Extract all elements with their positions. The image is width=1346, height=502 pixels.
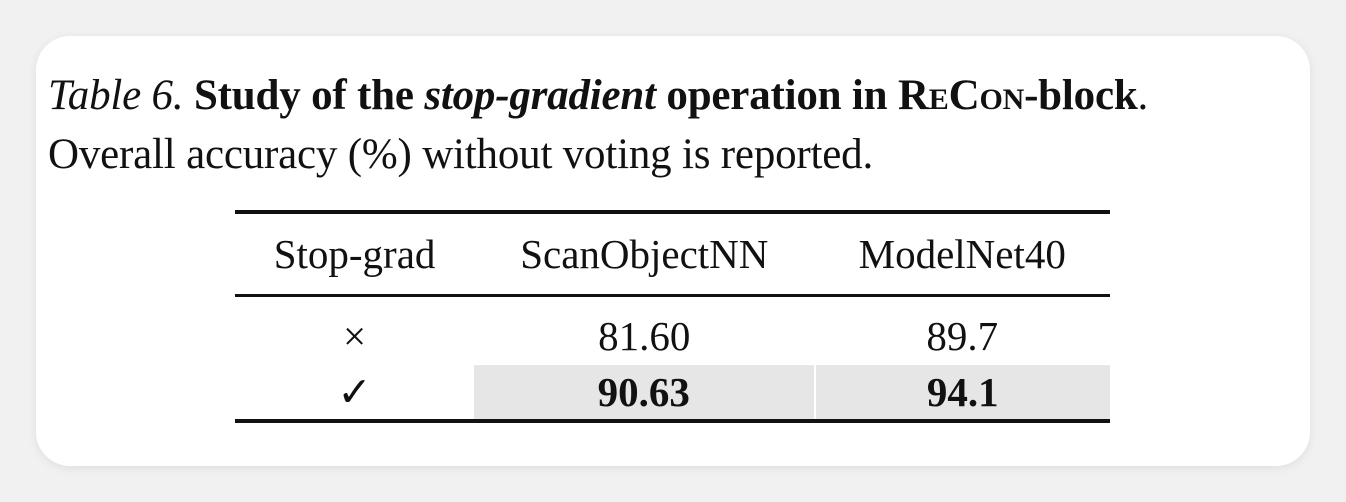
caption-title-part2: operation in bbox=[655, 72, 898, 119]
cell-scanobjectnn: 81.60 bbox=[598, 313, 691, 359]
results-table-wrapper: Stop-grad ScanObjectNN ModelNet40 × 81.6… bbox=[235, 210, 1110, 423]
cell-modelnet40-best: 94.1 bbox=[814, 365, 1110, 421]
caption-title-end: . bbox=[1137, 72, 1149, 119]
cell-modelnet40: 89.7 bbox=[926, 313, 999, 359]
header-modelnet40: ModelNet40 bbox=[858, 231, 1066, 277]
table-caption: Table 6. Study of the stop-gradient oper… bbox=[48, 66, 1338, 184]
caption-title-part3: -block bbox=[1024, 72, 1138, 119]
caption-line-1: Table 6. Study of the stop-gradient oper… bbox=[48, 66, 1338, 125]
header-stop-grad: Stop-grad bbox=[273, 231, 436, 277]
cell-stop-grad-cross: × bbox=[342, 313, 367, 359]
table-header-row: Stop-grad ScanObjectNN ModelNet40 bbox=[235, 212, 1110, 296]
results-table: Stop-grad ScanObjectNN ModelNet40 × 81.6… bbox=[235, 210, 1110, 423]
caption-title-part1: Study of the bbox=[193, 72, 425, 119]
caption-label: Table 6. bbox=[48, 72, 184, 119]
table-row: ✓ 90.63 94.1 bbox=[235, 365, 1110, 421]
caption-title-italic: stop-gradient bbox=[424, 72, 656, 119]
cell-stop-grad-check: ✓ bbox=[337, 369, 372, 415]
caption-line-2: Overall accuracy (%) without voting is r… bbox=[48, 131, 874, 178]
header-scanobjectnn: ScanObjectNN bbox=[520, 231, 769, 277]
cell-scanobjectnn-best: 90.63 bbox=[474, 365, 816, 421]
caption-title-recon: ReCon bbox=[897, 72, 1025, 119]
table-row: × 81.60 89.7 bbox=[235, 296, 1110, 366]
